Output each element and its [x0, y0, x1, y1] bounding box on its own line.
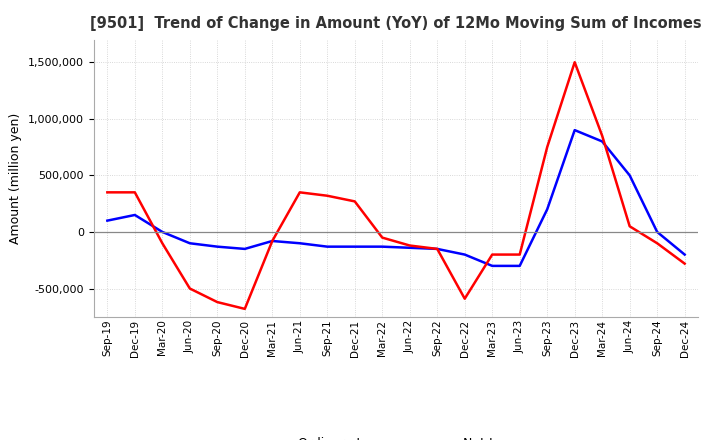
- Net Income: [268, 238, 276, 244]
- Net Income: [213, 300, 222, 305]
- Ordinary Income: [433, 246, 441, 252]
- Net Income: [130, 190, 139, 195]
- Net Income: [680, 261, 689, 266]
- Ordinary Income: [570, 128, 579, 133]
- Net Income: [378, 235, 387, 240]
- Ordinary Income: [323, 244, 332, 249]
- Ordinary Income: [240, 246, 249, 252]
- Ordinary Income: [653, 229, 662, 235]
- Ordinary Income: [351, 244, 359, 249]
- Legend: Ordinary Income, Net Income: Ordinary Income, Net Income: [252, 432, 540, 440]
- Net Income: [570, 59, 579, 65]
- Net Income: [543, 144, 552, 150]
- Ordinary Income: [460, 252, 469, 257]
- Ordinary Income: [130, 213, 139, 218]
- Net Income: [158, 241, 166, 246]
- Net Income: [433, 246, 441, 252]
- Ordinary Income: [158, 229, 166, 235]
- Net Income: [295, 190, 304, 195]
- Ordinary Income: [543, 207, 552, 212]
- Net Income: [598, 133, 606, 139]
- Ordinary Income: [516, 263, 524, 268]
- Net Income: [240, 306, 249, 312]
- Ordinary Income: [213, 244, 222, 249]
- Ordinary Income: [186, 241, 194, 246]
- Ordinary Income: [378, 244, 387, 249]
- Net Income: [323, 193, 332, 198]
- Y-axis label: Amount (million yen): Amount (million yen): [9, 113, 22, 244]
- Net Income: [351, 199, 359, 204]
- Ordinary Income: [598, 139, 606, 144]
- Line: Ordinary Income: Ordinary Income: [107, 130, 685, 266]
- Net Income: [488, 252, 497, 257]
- Ordinary Income: [268, 238, 276, 244]
- Ordinary Income: [488, 263, 497, 268]
- Ordinary Income: [626, 173, 634, 178]
- Line: Net Income: Net Income: [107, 62, 685, 309]
- Net Income: [460, 296, 469, 301]
- Title: [9501]  Trend of Change in Amount (YoY) of 12Mo Moving Sum of Incomes: [9501] Trend of Change in Amount (YoY) o…: [90, 16, 702, 32]
- Ordinary Income: [295, 241, 304, 246]
- Net Income: [626, 224, 634, 229]
- Ordinary Income: [405, 245, 414, 250]
- Net Income: [103, 190, 112, 195]
- Ordinary Income: [680, 252, 689, 257]
- Net Income: [405, 243, 414, 248]
- Net Income: [516, 252, 524, 257]
- Net Income: [653, 241, 662, 246]
- Net Income: [186, 286, 194, 291]
- Ordinary Income: [103, 218, 112, 223]
